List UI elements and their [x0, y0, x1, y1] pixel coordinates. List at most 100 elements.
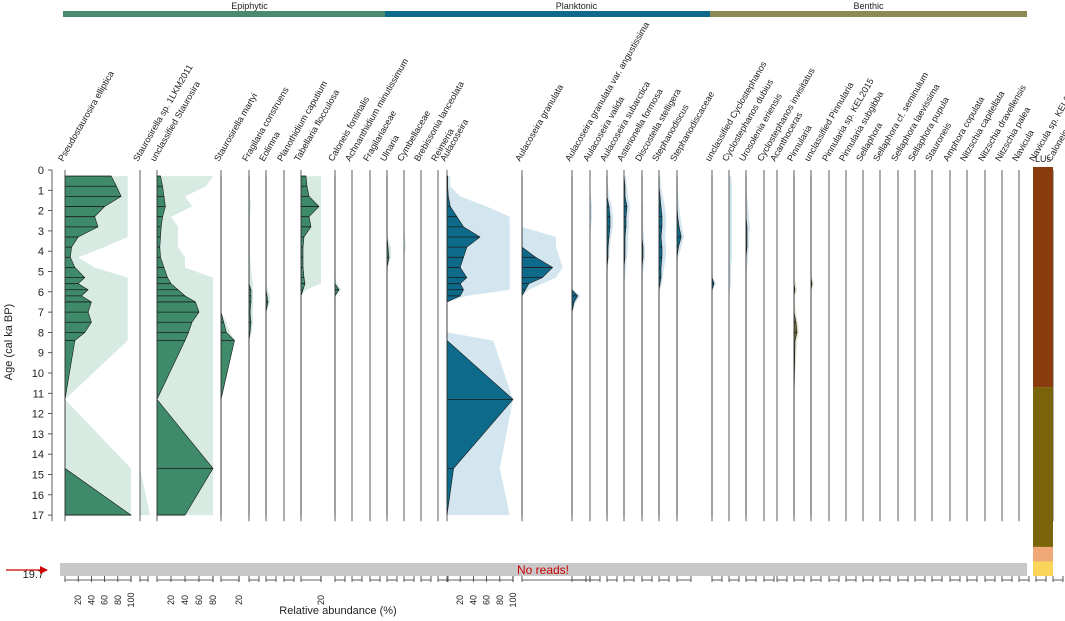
- x-tick-label: 40: [180, 595, 190, 605]
- exaggeration-area: [607, 176, 613, 516]
- taxon-panel-19: [606, 170, 618, 582]
- y-tick-label: 3: [38, 226, 44, 238]
- abundance-area: [521, 176, 554, 516]
- taxon-label: Aulacoseira granulata: [513, 83, 565, 163]
- exaggeration-area: [624, 176, 630, 516]
- y-tick-label: 11: [33, 388, 44, 400]
- exaggeration-area: [404, 176, 406, 516]
- group-label-benthic: Benthic: [853, 1, 884, 11]
- taxon-panel-28: [776, 170, 788, 582]
- taxon-panel-24: [711, 170, 723, 582]
- y-tick-label: 10: [32, 368, 44, 380]
- x-tick-label: 20: [316, 595, 326, 605]
- y-tick-label: 0: [38, 165, 44, 177]
- taxon-panel-6: [283, 170, 295, 582]
- taxon-panel-33: [862, 170, 874, 582]
- exaggeration-area: [335, 176, 341, 516]
- x-tick-label: 60: [100, 595, 110, 605]
- exaggeration-area: [642, 176, 645, 516]
- taxon-panel-41: [1001, 170, 1013, 582]
- x-tick-label: 20: [234, 595, 244, 605]
- exaggeration-area: [301, 176, 321, 516]
- taxon-panel-40: [984, 170, 996, 582]
- lithology-unit-3: [1033, 546, 1053, 562]
- group-bar-planktonic: [385, 11, 768, 17]
- y-tick-label: 8: [38, 327, 44, 339]
- x-tick-label: 60: [194, 595, 204, 605]
- x-axis-label: Relative abundance (%): [279, 605, 396, 617]
- taxon-panel-22: [658, 170, 670, 582]
- taxon-panel-14: [437, 170, 449, 582]
- y-tick-label: 5: [38, 267, 44, 279]
- group-bar-epiphytic: [63, 11, 436, 17]
- taxon-panel-2: 20 40 60 80: [156, 170, 218, 605]
- taxon-panel-30: [810, 170, 822, 582]
- taxon-panel-23: [676, 170, 692, 582]
- lithology-label: LUs: [1035, 154, 1052, 164]
- taxon-panel-34: [879, 170, 891, 582]
- taxon-panel-21: [641, 170, 653, 582]
- taxon-panel-20: [623, 170, 635, 582]
- x-tick-label: 100: [508, 592, 518, 607]
- y-tick-label: 6: [38, 287, 44, 299]
- taxon-panel-1: [139, 170, 150, 582]
- exaggeration-area: [712, 176, 716, 516]
- taxon-labels: Pseudostaurosira elliptica Staurosirella …: [56, 20, 1065, 163]
- taxon-panel-7: 20: [300, 170, 326, 605]
- y-tick-label: 16: [32, 490, 44, 502]
- taxon-panel-9: [351, 170, 363, 582]
- group-header-bars: Epiphytic Planktonic Benthic: [63, 1, 1027, 17]
- taxon-panel-3: 20: [220, 170, 244, 605]
- exaggeration-area: [811, 176, 814, 516]
- x-tick-label: 20: [166, 595, 176, 605]
- abundance-area: [571, 176, 578, 516]
- taxon-panel-5: [265, 170, 277, 582]
- x-tick-label: 40: [468, 595, 478, 605]
- x-tick-label: 80: [208, 595, 218, 605]
- exaggeration-area: [140, 176, 150, 516]
- taxon-panel-25: [728, 170, 740, 582]
- exaggeration-area: [729, 176, 732, 516]
- taxon-panel-13: [420, 170, 432, 582]
- x-tick-label: 80: [495, 595, 505, 605]
- y-bottom-label: 19.7: [23, 569, 44, 581]
- exaggeration-area: [522, 176, 563, 516]
- taxon-panel-39: [966, 170, 978, 582]
- exaggeration-area: [677, 176, 684, 516]
- x-tick-label: 80: [113, 595, 123, 605]
- taxon-panel-15: 20 40 60 80 100: [446, 170, 518, 608]
- taxon-panel-12: [403, 170, 415, 582]
- taxon-panel-32: [845, 170, 857, 582]
- no-reads-band: No reads!: [60, 563, 1027, 577]
- y-tick-label: 1: [38, 185, 44, 197]
- taxon-panel-42: [1018, 170, 1030, 582]
- x-tick-label: 60: [482, 595, 492, 605]
- lithology-unit-4: [1033, 561, 1053, 576]
- age-marker-arrow: [40, 566, 48, 574]
- taxon-panel-35: [897, 170, 909, 582]
- y-tick-label: 12: [32, 409, 44, 421]
- taxon-panel-11: [386, 170, 398, 582]
- y-tick-label: 13: [32, 429, 44, 441]
- taxon-panel-17: [571, 170, 587, 582]
- exaggeration-area: [65, 176, 131, 516]
- taxon-panel-10: [369, 170, 381, 582]
- y-tick-label: 7: [38, 307, 44, 319]
- taxon-panel-36: [914, 170, 926, 582]
- exaggeration-area: [266, 176, 270, 516]
- x-tick-label: 20: [455, 595, 465, 605]
- taxon-panel-0: 20 40 60 80 100: [64, 170, 136, 608]
- lithology-column: LUs: [1033, 154, 1053, 576]
- group-bar-benthic: [710, 11, 1027, 17]
- taxon-panel-29: [793, 170, 805, 582]
- no-reads-rect: [60, 563, 1027, 576]
- y-tick-label: 2: [38, 206, 44, 218]
- taxon-panel-8: [334, 170, 346, 582]
- y-axis-label: Age (cal ka BP): [3, 304, 15, 380]
- exaggeration-area: [387, 176, 391, 516]
- taxon-panel-16: [521, 170, 591, 582]
- abundance-area: [334, 176, 340, 516]
- taxon-panel-26: [745, 170, 757, 582]
- x-tick-label: 40: [86, 595, 96, 605]
